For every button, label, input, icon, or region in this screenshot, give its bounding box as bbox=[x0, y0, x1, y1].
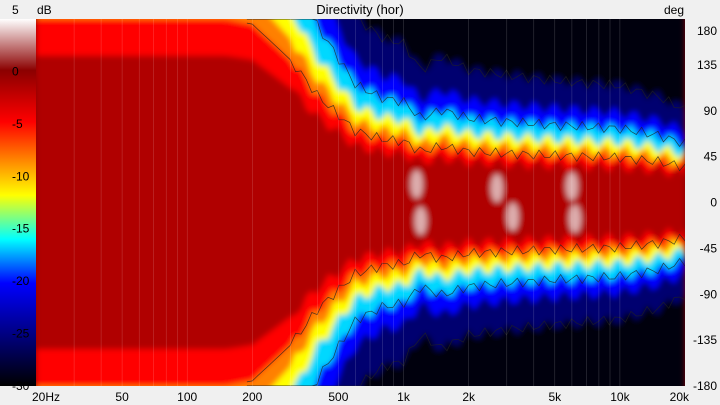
y-tick-label: 45 bbox=[704, 150, 718, 164]
colorbar-tick-label: -10 bbox=[12, 169, 30, 183]
x-tick-label: 5k bbox=[548, 390, 562, 404]
x-tick-label: 200 bbox=[242, 390, 262, 404]
colorbar-tick-label: -30 bbox=[12, 379, 30, 393]
y-axis-tick-labels: 180 135 90 45 0 -45 -90 -135 -180 bbox=[693, 24, 717, 393]
x-tick-label: 500 bbox=[328, 390, 348, 404]
contour-line bbox=[246, 19, 685, 109]
contour-line bbox=[246, 22, 685, 172]
x-tick-label: 50 bbox=[115, 390, 129, 404]
x-axis-tick-labels: 20Hz 50 100 200 500 1k 2k 5k 10k 20k bbox=[32, 390, 690, 404]
heat-band bbox=[36, 55, 685, 350]
x-tick-label: 100 bbox=[177, 390, 197, 404]
heat-spot bbox=[490, 174, 503, 203]
x-tick-label: 10k bbox=[610, 390, 630, 404]
y-tick-label: 135 bbox=[697, 58, 717, 72]
x-tick-label: 20Hz bbox=[32, 390, 60, 404]
y-tick-label: -180 bbox=[693, 379, 717, 393]
colorbar-tick-label: -20 bbox=[12, 274, 30, 288]
x-tick-label: 2k bbox=[462, 390, 476, 404]
contour-line bbox=[246, 296, 685, 386]
colorbar-tick-label: -5 bbox=[12, 117, 23, 131]
contour-line bbox=[246, 233, 685, 383]
colorbar-tick-label: -15 bbox=[12, 222, 30, 236]
heatmap bbox=[36, 19, 685, 386]
y-tick-label: 0 bbox=[710, 196, 717, 210]
y-tick-label: -135 bbox=[693, 333, 717, 347]
colorbar-tick-labels: 5 0 -5 -10 -15 -20 -25 -30 bbox=[12, 3, 30, 393]
heat-spot bbox=[410, 170, 423, 199]
heat-spot bbox=[414, 206, 427, 235]
chart-title: Directivity (hor) bbox=[316, 2, 403, 17]
colorbar bbox=[0, 19, 36, 386]
contour-line bbox=[246, 257, 685, 386]
y-tick-label: -45 bbox=[700, 241, 718, 255]
heat-spot bbox=[565, 172, 578, 201]
y-axis-unit-label: deg bbox=[664, 3, 684, 17]
x-tick-label: 1k bbox=[397, 390, 411, 404]
colorbar-tick-label: -25 bbox=[12, 327, 30, 341]
contour-line bbox=[246, 19, 685, 148]
heat-spot bbox=[569, 204, 581, 233]
heat-spot bbox=[506, 202, 519, 231]
y-tick-label: 90 bbox=[704, 104, 718, 118]
colorbar-tick-label: 5 bbox=[12, 3, 19, 17]
x-tick-label: 20k bbox=[670, 390, 690, 404]
y-tick-label: 180 bbox=[697, 24, 717, 38]
y-tick-label: -90 bbox=[700, 287, 718, 301]
colorbar-tick-label: 0 bbox=[12, 64, 19, 78]
colorbar-unit-label: dB bbox=[37, 3, 52, 17]
